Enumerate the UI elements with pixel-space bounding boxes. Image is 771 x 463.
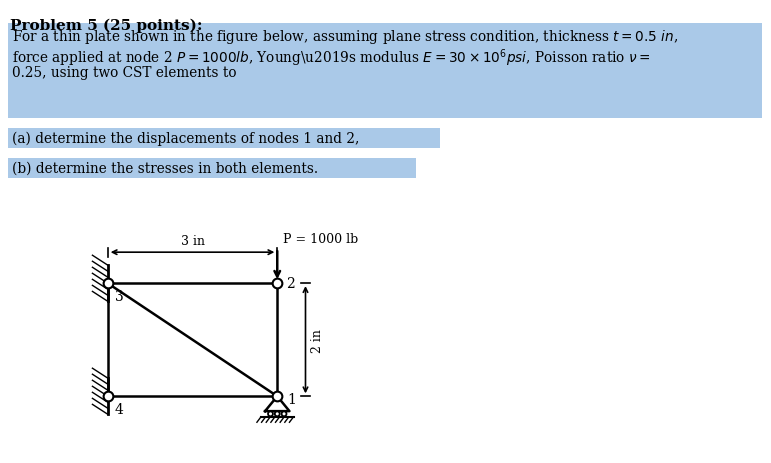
Bar (8, 24, 762, 119)
Text: Problem 5 (25 points):: Problem 5 (25 points): (10, 19, 203, 33)
Bar (8, 159, 416, 179)
Circle shape (281, 412, 287, 416)
Text: 3: 3 (115, 289, 123, 303)
Text: 2 in: 2 in (311, 328, 325, 352)
Text: 3 in: 3 in (180, 234, 204, 247)
Text: P = 1000 lb: P = 1000 lb (283, 232, 359, 245)
Text: 4: 4 (115, 402, 123, 416)
Text: (b) determine the stresses in both elements.: (b) determine the stresses in both eleme… (12, 162, 318, 175)
Bar (8, 129, 440, 149)
Text: force applied at node 2 $P = 1000lb$, Young\u2019s modulus $E = 30 \times 10^6ps: force applied at node 2 $P = 1000lb$, Yo… (12, 47, 651, 69)
Text: 2: 2 (286, 277, 295, 291)
Circle shape (268, 412, 273, 416)
Text: For a thin plate shown in the figure below, assuming plane stress condition, thi: For a thin plate shown in the figure bel… (12, 28, 678, 46)
Text: 0.25, using two CST elements to: 0.25, using two CST elements to (12, 66, 237, 80)
Circle shape (274, 412, 280, 416)
Text: (a) determine the displacements of nodes 1 and 2,: (a) determine the displacements of nodes… (12, 131, 359, 146)
Text: 1: 1 (288, 392, 296, 406)
